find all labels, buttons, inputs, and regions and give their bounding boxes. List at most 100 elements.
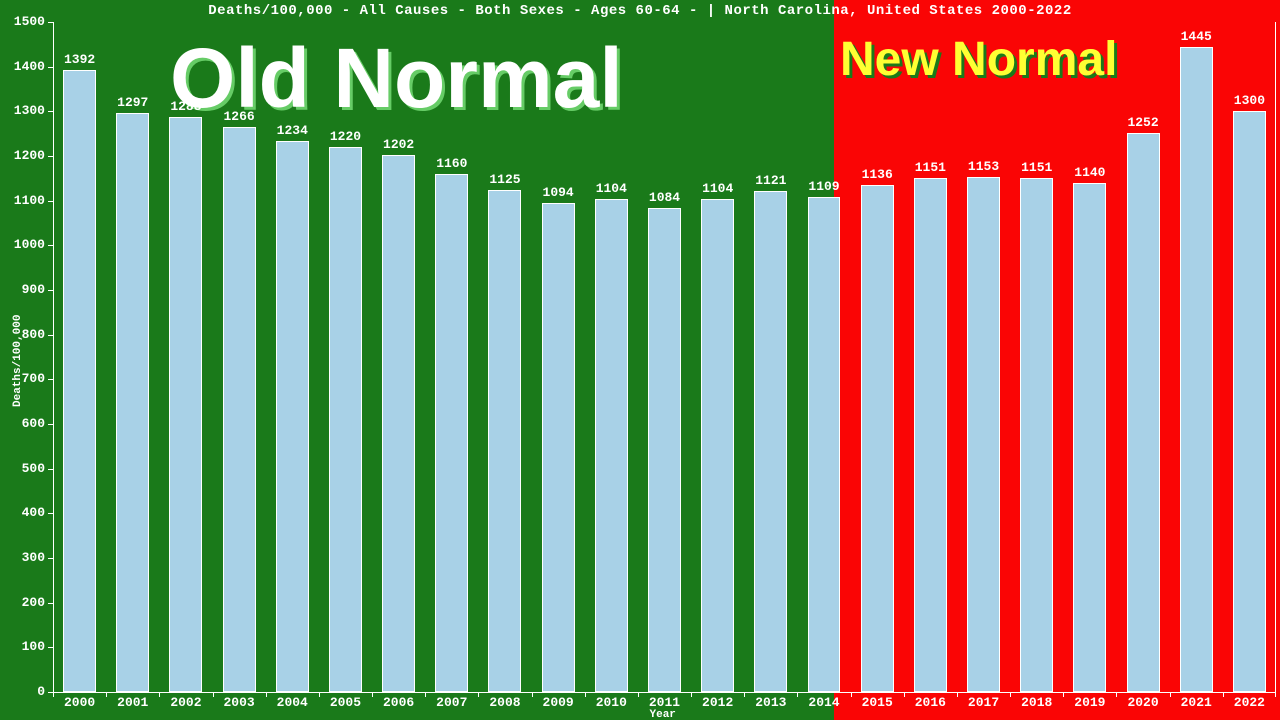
bar-value-label: 1220 [320, 129, 370, 144]
bar-value-label: 1104 [586, 181, 636, 196]
bar [754, 191, 787, 692]
bar-value-label: 1125 [480, 172, 530, 187]
x-tick-label: 2000 [53, 695, 106, 710]
bar-value-label: 1160 [427, 156, 477, 171]
y-axis-line-right [1275, 22, 1276, 692]
y-tick [48, 469, 53, 470]
background-right [834, 0, 1280, 720]
y-tick-label: 100 [0, 639, 45, 654]
y-tick [48, 513, 53, 514]
bar [63, 70, 96, 692]
y-tick-label: 1300 [0, 103, 45, 118]
x-tick-label: 2007 [425, 695, 478, 710]
x-tick-label: 2001 [106, 695, 159, 710]
bar-value-label: 1151 [1012, 160, 1062, 175]
y-tick [48, 201, 53, 202]
y-tick [48, 111, 53, 112]
bar [276, 141, 309, 692]
y-axis-line [53, 22, 54, 692]
bar [382, 155, 415, 692]
bar [1127, 133, 1160, 692]
bar-value-label: 1121 [746, 173, 796, 188]
bar-value-label: 1288 [161, 99, 211, 114]
chart-title: Deaths/100,000 - All Causes - Both Sexes… [0, 3, 1280, 19]
bar [861, 185, 894, 692]
x-tick-label: 2012 [691, 695, 744, 710]
x-tick-label: 2011 [638, 695, 691, 710]
x-tick-label: 2021 [1170, 695, 1223, 710]
y-tick [48, 67, 53, 68]
bar [701, 199, 734, 692]
bar-value-label: 1094 [533, 185, 583, 200]
bar [808, 197, 841, 692]
overlay-label-1: New Normal [840, 36, 1117, 84]
y-tick-label: 1200 [0, 148, 45, 163]
y-tick-label: 900 [0, 282, 45, 297]
y-tick [48, 290, 53, 291]
bar-value-label: 1392 [55, 52, 105, 67]
bar [116, 113, 149, 692]
y-tick-label: 400 [0, 505, 45, 520]
bar [1020, 178, 1053, 692]
y-tick-label: 300 [0, 550, 45, 565]
x-tick-label: 2017 [957, 695, 1010, 710]
bar [914, 178, 947, 692]
y-tick-label: 600 [0, 416, 45, 431]
bar-value-label: 1104 [693, 181, 743, 196]
chart-root: Deaths/100,000 - All Causes - Both Sexes… [0, 0, 1280, 720]
bar [488, 190, 521, 693]
x-tick-label: 2022 [1223, 695, 1276, 710]
bar-value-label: 1136 [852, 167, 902, 182]
bar [169, 117, 202, 692]
bar-value-label: 1234 [267, 123, 317, 138]
y-tick-label: 1400 [0, 59, 45, 74]
y-tick [48, 245, 53, 246]
bar-value-label: 1300 [1224, 93, 1274, 108]
y-tick [48, 335, 53, 336]
y-tick-label: 200 [0, 595, 45, 610]
bar [435, 174, 468, 692]
bar [329, 147, 362, 692]
bar [595, 199, 628, 692]
bar-value-label: 1153 [959, 159, 1009, 174]
x-tick-label: 2016 [904, 695, 957, 710]
y-tick [48, 156, 53, 157]
x-axis-label: Year [650, 709, 676, 720]
x-tick-label: 2019 [1063, 695, 1116, 710]
y-tick [48, 603, 53, 604]
bar [1073, 183, 1106, 692]
bar-value-label: 1266 [214, 109, 264, 124]
bar [223, 127, 256, 692]
y-tick-label: 1000 [0, 237, 45, 252]
bar [967, 177, 1000, 692]
x-tick-label: 2014 [797, 695, 850, 710]
x-tick-label: 2009 [532, 695, 585, 710]
bar-value-label: 1151 [905, 160, 955, 175]
x-tick-label: 2013 [744, 695, 797, 710]
bar-value-label: 1140 [1065, 165, 1115, 180]
bar-value-label: 1445 [1171, 29, 1221, 44]
bar-value-label: 1084 [640, 190, 690, 205]
bar [542, 203, 575, 692]
y-tick [48, 558, 53, 559]
x-tick-label: 2003 [213, 695, 266, 710]
x-tick [1275, 692, 1276, 697]
bar-value-label: 1252 [1118, 115, 1168, 130]
x-tick-label: 2002 [159, 695, 212, 710]
y-tick [48, 379, 53, 380]
y-tick-label: 500 [0, 461, 45, 476]
x-axis-line [53, 692, 1276, 693]
bar [1180, 47, 1213, 692]
x-tick-label: 2005 [319, 695, 372, 710]
y-axis-label: Deaths/100,000 [12, 315, 24, 407]
bar-value-label: 1109 [799, 179, 849, 194]
y-tick [48, 22, 53, 23]
bar [1233, 111, 1266, 692]
bar [648, 208, 681, 692]
bar-value-label: 1202 [374, 137, 424, 152]
x-tick-label: 2006 [372, 695, 425, 710]
y-tick [48, 424, 53, 425]
x-tick-label: 2015 [851, 695, 904, 710]
y-tick-label: 0 [0, 684, 45, 699]
x-tick-label: 2010 [585, 695, 638, 710]
